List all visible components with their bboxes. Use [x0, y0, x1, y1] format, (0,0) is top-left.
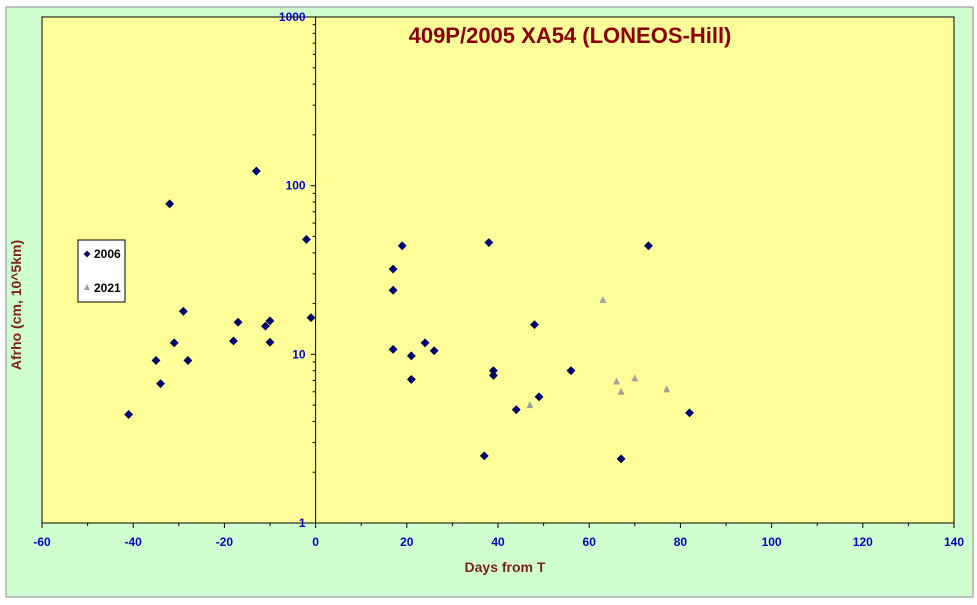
data-point-2006	[530, 320, 539, 330]
data-point-2006	[489, 370, 498, 380]
data-point-2006	[265, 316, 275, 326]
data-point-2006	[420, 338, 430, 348]
y-tick-label: 10	[292, 347, 306, 361]
x-axis-title: Days from T	[465, 559, 546, 575]
data-point-2006	[151, 356, 161, 365]
legend-item-2021: 2021	[84, 281, 121, 295]
data-point-2006	[406, 374, 416, 384]
data-point-2006	[169, 338, 179, 348]
data-point-2006	[644, 241, 653, 251]
y-axis-title: Afrho (cm, 10^5km)	[8, 240, 24, 370]
data-point-2006	[302, 235, 311, 244]
x-tick-label: 20	[400, 535, 414, 549]
data-point-2006	[233, 317, 243, 327]
y-tick-label: 1000	[279, 10, 306, 24]
legend-item-2006: 2006	[83, 247, 121, 261]
legend-marker-2021	[84, 284, 90, 290]
x-tick-label: -40	[125, 535, 143, 549]
data-point-2006	[251, 166, 261, 176]
x-tick-label: 100	[762, 535, 782, 549]
data-point-2021	[526, 401, 534, 409]
data-point-2021	[599, 295, 607, 303]
data-point-2006	[397, 241, 407, 251]
legend-box	[77, 239, 126, 303]
data-point-2006	[484, 238, 494, 247]
y-tick-label: 100	[286, 179, 306, 193]
legend-label-2006: 2006	[94, 247, 121, 261]
y-tick-label: 1	[299, 516, 306, 530]
x-tick-label: 120	[853, 535, 873, 549]
legend-label-2021: 2021	[94, 281, 121, 295]
data-point-2006	[566, 366, 576, 376]
data-point-2006	[183, 356, 193, 365]
data-point-2006	[178, 306, 188, 316]
data-point-2006	[156, 379, 165, 389]
data-point-2006	[388, 344, 398, 354]
y-axis: 1 10 100 1000	[279, 10, 317, 530]
data-point-2006	[124, 410, 134, 419]
x-tick-label: 140	[944, 535, 964, 549]
legend: 2006 2021	[77, 239, 126, 303]
data-point-2006	[429, 346, 439, 356]
x-tick-label: 80	[674, 535, 688, 549]
series-2006	[124, 166, 694, 464]
x-axis: -60 -40 -20 0 20 40 60 80 100 120 140	[33, 522, 964, 549]
data-point-2006	[388, 285, 398, 295]
data-point-2006	[265, 337, 275, 347]
data-point-2006	[388, 264, 398, 274]
data-point-2006	[511, 405, 521, 415]
data-point-2006	[261, 321, 270, 331]
data-point-2006	[229, 336, 238, 346]
data-point-2006	[406, 351, 416, 361]
data-point-2006	[165, 199, 175, 209]
data-point-2006	[534, 392, 544, 402]
plot-area	[41, 16, 955, 524]
data-point-2021	[613, 377, 621, 385]
x-tick-label: -20	[216, 535, 234, 549]
legend-marker-2006	[83, 250, 91, 258]
data-point-2006	[306, 313, 316, 323]
data-point-2006	[685, 408, 694, 418]
data-point-2006	[479, 451, 489, 461]
data-point-2021	[617, 387, 625, 395]
data-point-2006	[616, 454, 626, 464]
data-point-2021	[631, 374, 639, 382]
chart-title: 409P/2005 XA54 (LONEOS-Hill)	[409, 23, 732, 48]
series-2021	[526, 295, 671, 409]
x-tick-label: -60	[33, 535, 51, 549]
data-points	[124, 166, 694, 464]
x-tick-label: 40	[491, 535, 505, 549]
x-tick-label: 60	[583, 535, 597, 549]
x-tick-label: 0	[312, 535, 319, 549]
data-point-2021	[663, 385, 671, 393]
